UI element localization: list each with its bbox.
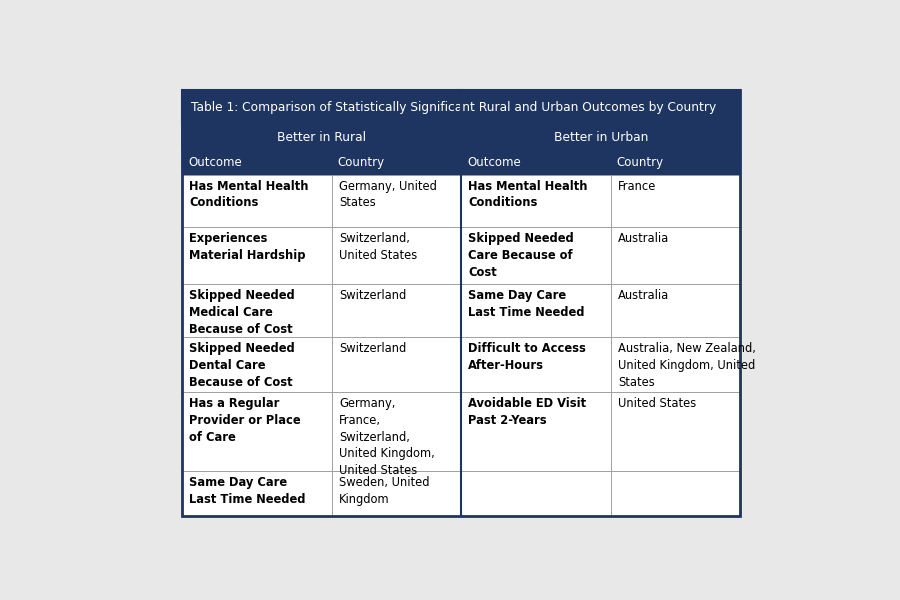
Bar xyxy=(182,392,332,470)
Text: Country: Country xyxy=(616,155,663,169)
Text: Outcome: Outcome xyxy=(467,155,521,169)
Text: Experiences
Material Hardship: Experiences Material Hardship xyxy=(189,232,305,262)
Bar xyxy=(461,284,611,337)
Bar xyxy=(332,175,461,227)
Bar xyxy=(332,227,461,284)
Text: Table 1: Comparison of Statistically Significant Rural and Urban Outcomes by Cou: Table 1: Comparison of Statistically Sig… xyxy=(191,101,716,114)
Bar xyxy=(611,175,740,227)
Text: Skipped Needed
Care Because of
Cost: Skipped Needed Care Because of Cost xyxy=(468,232,573,279)
Text: Australia: Australia xyxy=(618,289,670,302)
Bar xyxy=(461,175,611,227)
Text: Switzerland: Switzerland xyxy=(339,342,406,355)
Text: Switzerland: Switzerland xyxy=(339,289,406,302)
Bar xyxy=(461,392,611,470)
Text: Sweden, United
Kingdom: Sweden, United Kingdom xyxy=(339,476,429,506)
Bar xyxy=(332,149,461,175)
Bar xyxy=(611,392,740,470)
Text: Has Mental Health
Conditions: Has Mental Health Conditions xyxy=(468,179,588,209)
Text: Outcome: Outcome xyxy=(188,155,242,169)
Bar xyxy=(182,284,332,337)
Bar xyxy=(332,470,461,515)
Bar xyxy=(182,337,332,392)
Text: Switzerland,
United States: Switzerland, United States xyxy=(339,232,418,262)
Bar xyxy=(611,337,740,392)
Text: Avoidable ED Visit
Past 2-Years: Avoidable ED Visit Past 2-Years xyxy=(468,397,586,427)
Text: Germany,
France,
Switzerland,
United Kingdom,
United States: Germany, France, Switzerland, United Kin… xyxy=(339,397,435,477)
Text: Same Day Care
Last Time Needed: Same Day Care Last Time Needed xyxy=(189,476,305,506)
Bar xyxy=(611,470,740,515)
Bar xyxy=(182,227,332,284)
Bar xyxy=(461,470,611,515)
Text: Has Mental Health
Conditions: Has Mental Health Conditions xyxy=(189,179,309,209)
Text: Germany, United
States: Germany, United States xyxy=(339,179,436,209)
Text: Difficult to Access
After-Hours: Difficult to Access After-Hours xyxy=(468,342,586,372)
Bar xyxy=(182,470,332,515)
Bar xyxy=(182,125,461,149)
Bar xyxy=(461,125,740,149)
Text: Same Day Care
Last Time Needed: Same Day Care Last Time Needed xyxy=(468,289,584,319)
Text: Better in Rural: Better in Rural xyxy=(277,131,366,144)
Bar xyxy=(461,227,611,284)
Text: Skipped Needed
Medical Care
Because of Cost: Skipped Needed Medical Care Because of C… xyxy=(189,289,294,336)
Text: Has a Regular
Provider or Place
of Care: Has a Regular Provider or Place of Care xyxy=(189,397,301,443)
Bar xyxy=(461,337,611,392)
Bar xyxy=(182,91,740,515)
Text: United States: United States xyxy=(618,397,697,410)
Text: Australia, New Zealand,
United Kingdom, United
States: Australia, New Zealand, United Kingdom, … xyxy=(618,342,756,389)
Text: Australia: Australia xyxy=(618,232,670,245)
Bar xyxy=(182,149,332,175)
Text: Better in Urban: Better in Urban xyxy=(554,131,648,144)
Bar xyxy=(461,149,611,175)
Bar xyxy=(611,227,740,284)
Text: Skipped Needed
Dental Care
Because of Cost: Skipped Needed Dental Care Because of Co… xyxy=(189,342,294,389)
Bar xyxy=(332,392,461,470)
Text: Country: Country xyxy=(338,155,384,169)
Bar xyxy=(332,284,461,337)
Text: France: France xyxy=(618,179,656,193)
Bar xyxy=(611,284,740,337)
Bar xyxy=(182,175,332,227)
Bar xyxy=(182,91,740,125)
Bar xyxy=(611,149,740,175)
Bar xyxy=(332,337,461,392)
